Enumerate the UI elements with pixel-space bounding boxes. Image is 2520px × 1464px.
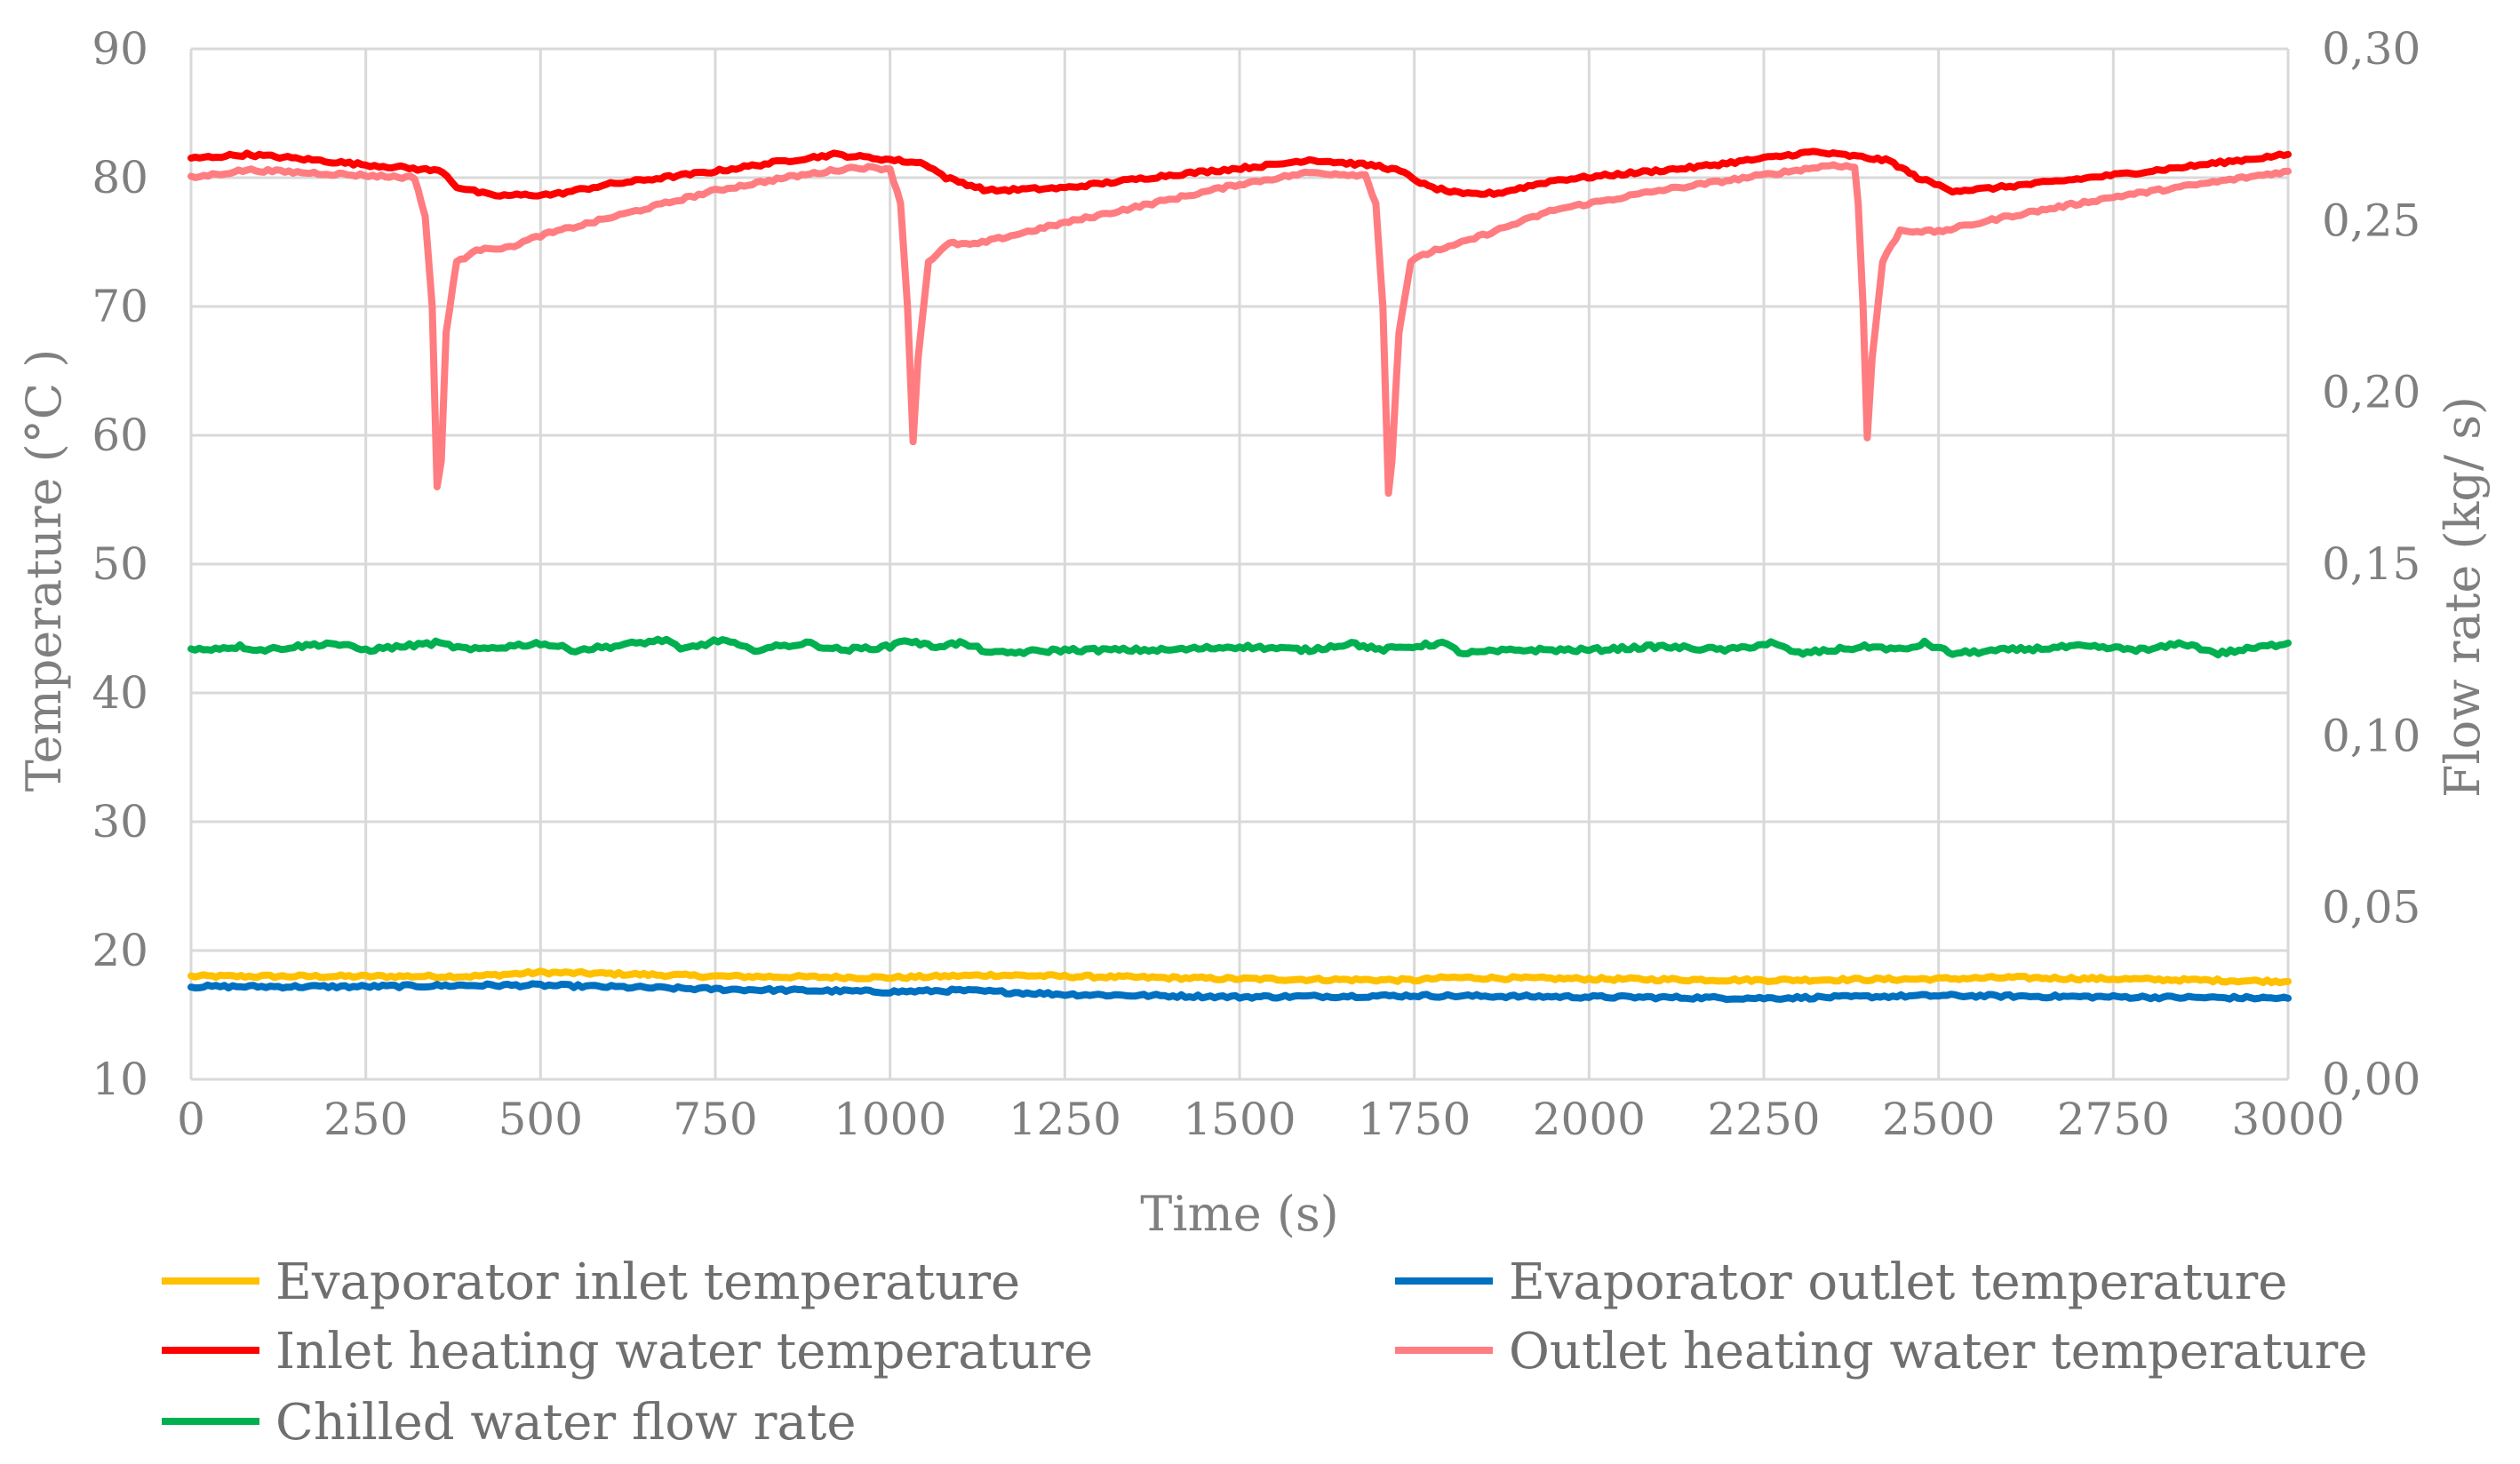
- y-axis-title: Temperature (°C ): [16, 349, 72, 792]
- y-tick-label: 50: [92, 538, 148, 590]
- y2-tick-label: 0,10: [2322, 710, 2420, 761]
- y2-tick-label: 0,05: [2322, 882, 2420, 934]
- y-tick-label: 70: [92, 281, 148, 332]
- x-tick-label: 2000: [1533, 1094, 1646, 1145]
- series-line-evaporator-outlet-temperature: [187, 980, 2292, 1003]
- y-tick-label: 90: [92, 23, 148, 75]
- x-tick-label: 750: [673, 1094, 757, 1145]
- x-tick-label: 2750: [2057, 1094, 2170, 1145]
- legend-label-chilled-water-flow: Chilled water flow rate: [275, 1394, 857, 1452]
- x-tick-label: 500: [498, 1094, 583, 1145]
- legend-item-outlet-heating-water: Outlet heating water temperature: [1395, 1323, 2367, 1380]
- series-line-inlet-heating-water-temperature: [187, 147, 2292, 200]
- x-tick-label: 1250: [1009, 1094, 1121, 1145]
- x-tick-label: 1000: [833, 1094, 946, 1145]
- y2-tick-label: 0,20: [2322, 367, 2420, 418]
- legend-item-inlet-heating-water: Inlet heating water temperature: [162, 1323, 1093, 1380]
- y-tick-label: 60: [92, 410, 148, 461]
- y2-tick-label: 0,30: [2322, 23, 2420, 75]
- y-tick-label: 30: [92, 796, 148, 847]
- y2-tick-label: 0,15: [2322, 538, 2420, 590]
- y-tick-label: 80: [92, 152, 148, 203]
- y-tick-label: 40: [92, 667, 148, 719]
- legend-item-chilled-water-flow: Chilled water flow rate: [162, 1394, 857, 1452]
- y2-tick-label: 0,25: [2322, 195, 2420, 246]
- legend-label-inlet-heating-water: Inlet heating water temperature: [275, 1323, 1093, 1380]
- x-tick-label: 250: [323, 1094, 408, 1145]
- legend-label-evaporator-outlet: Evaporator outlet temperature: [1509, 1253, 2287, 1311]
- x-axis-title: Time (s): [1140, 1186, 1338, 1242]
- series-line-evaporator-inlet-temperature: [187, 967, 2292, 987]
- legend-item-evaporator-outlet: Evaporator outlet temperature: [1395, 1253, 2287, 1311]
- legend-item-evaporator-inlet: Evaporator inlet temperature: [162, 1253, 1020, 1311]
- series-line-outlet-heating-water-temperature: [187, 161, 2292, 497]
- tick-labels: 0 250 500 750 1000 1250 1500 1750 2000 2250 2500 27…: [92, 23, 2420, 1145]
- x-tick-label: 1750: [1358, 1094, 1471, 1145]
- series-line-chilled-water-flow-rate: [187, 635, 2292, 659]
- series-lines: [187, 147, 2292, 1003]
- y2-tick-label: 0,00: [2322, 1054, 2420, 1105]
- legend: Evaporator inlet temperature Evaporator …: [162, 1253, 2367, 1452]
- x-tick-label: 2250: [1707, 1094, 1820, 1145]
- y-tick-label: 20: [92, 925, 148, 976]
- y-tick-label: 10: [92, 1054, 148, 1105]
- x-tick-label: 2500: [1882, 1094, 1995, 1145]
- x-tick-label: 3000: [2231, 1094, 2344, 1145]
- y2-axis-title: Flow rate (kg/ s): [2435, 396, 2491, 798]
- x-tick-label: 1500: [1183, 1094, 1296, 1145]
- x-tick-label: 0: [177, 1094, 205, 1145]
- legend-label-evaporator-inlet: Evaporator inlet temperature: [275, 1253, 1020, 1311]
- legend-label-outlet-heating-water: Outlet heating water temperature: [1509, 1323, 2367, 1380]
